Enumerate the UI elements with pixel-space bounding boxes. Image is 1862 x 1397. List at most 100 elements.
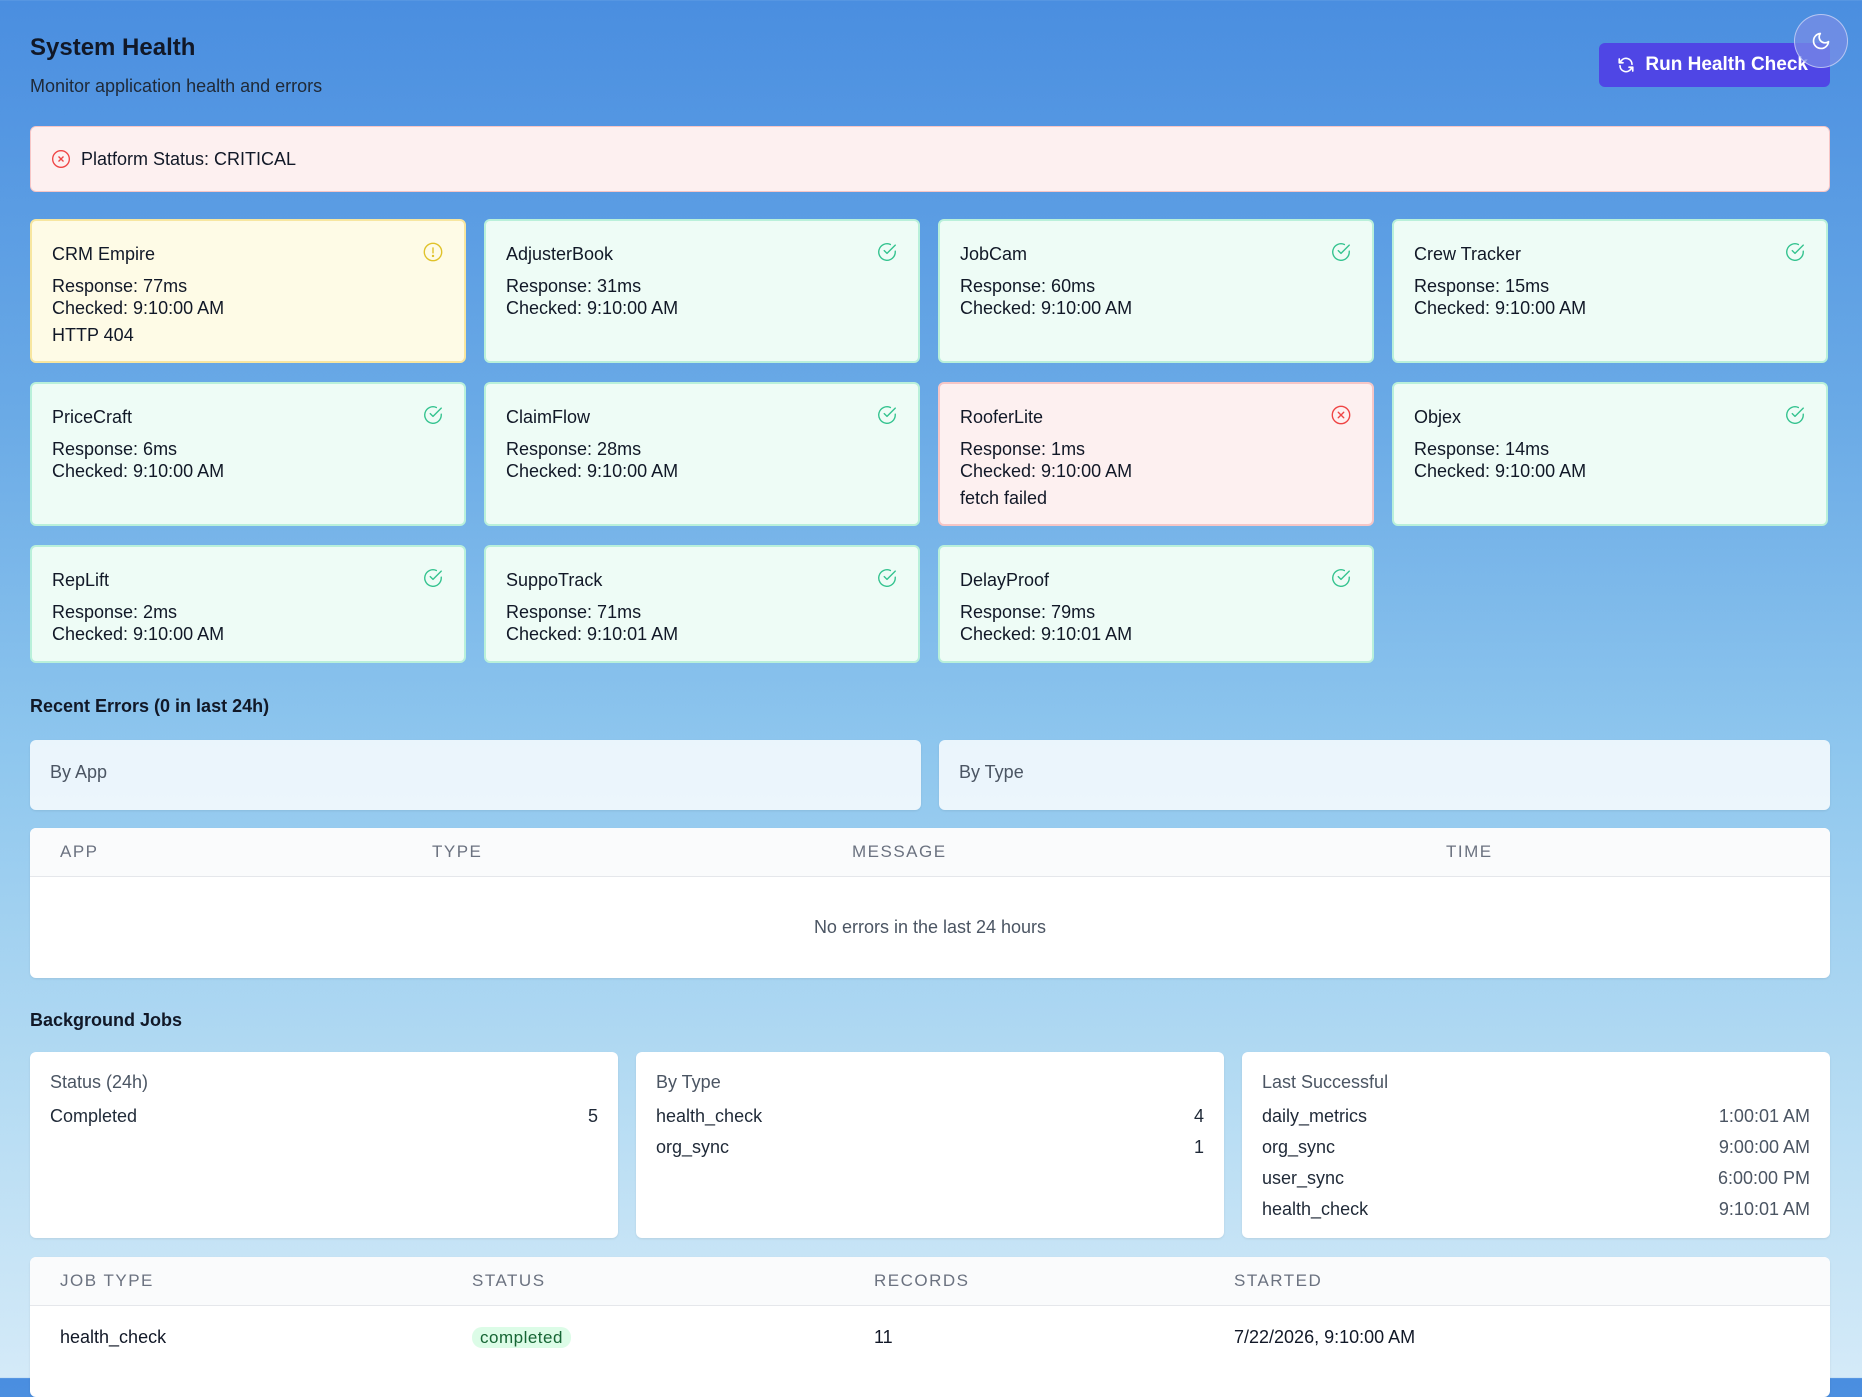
refresh-icon — [1617, 56, 1635, 74]
app-name: JobCam — [960, 244, 1028, 264]
stat-row: user_sync 6:00:00 PM — [1262, 1163, 1810, 1194]
app-status-grid: CRM Empire Response: 77ms Checked: 9:10:00… — [30, 219, 1830, 663]
app-card-jobcam[interactable]: JobCam Response: 60ms Checked: 9:10:00 AM — [938, 219, 1374, 363]
check-circle-icon — [422, 404, 444, 426]
app-name: RooferLite — [960, 407, 1044, 427]
stat-value: 5 — [587, 1106, 598, 1126]
job-started-cell: 7/22/2026, 9:10:00 AM — [1234, 1326, 1416, 1347]
app-response: Response: 15ms — [1414, 276, 1550, 296]
app-card-objex[interactable]: Objex Response: 14ms Checked: 9:10:00 AM — [1392, 382, 1828, 526]
x-circle-icon — [51, 149, 71, 169]
stat-label: health_check — [1262, 1199, 1369, 1219]
app-error: HTTP 404 — [52, 325, 134, 345]
check-circle-icon — [422, 567, 444, 589]
app-name: AdjusterBook — [506, 244, 614, 264]
platform-status-text: Platform Status: CRITICAL — [81, 148, 297, 169]
app-card-replift[interactable]: RepLift Response: 2ms Checked: 9:10:00 AM — [30, 545, 466, 663]
app-checked: Checked: 9:10:00 AM — [1414, 298, 1587, 318]
app-checked: Checked: 9:10:00 AM — [960, 461, 1133, 481]
app-card-crew-tracker[interactable]: Crew Tracker Response: 15ms Checked: 9:10:… — [1392, 219, 1828, 363]
app-checked: Checked: 9:10:00 AM — [52, 624, 225, 644]
stat-value: 9:00:00 AM — [1718, 1137, 1810, 1157]
run-health-check-label: Run Health Check — [1645, 54, 1808, 75]
stat-label: health_check — [656, 1106, 763, 1126]
table-row[interactable]: health_check completed 11 7/22/2026, 9:1… — [30, 1306, 1830, 1368]
alert-circle-icon — [422, 241, 444, 263]
app-card-pricecraft[interactable]: PriceCraft Response: 6ms Checked: 9:10:00 … — [30, 382, 466, 526]
app-name: RepLift — [52, 570, 110, 590]
app-checked: Checked: 9:10:00 AM — [506, 298, 679, 318]
app-response: Response: 28ms — [506, 439, 642, 459]
app-checked: Checked: 9:10:01 AM — [960, 624, 1133, 644]
moon-icon — [1811, 31, 1831, 51]
app-card-crm-empire[interactable]: CRM Empire Response: 77ms Checked: 9:10:00… — [30, 219, 466, 363]
check-circle-icon — [1330, 241, 1352, 263]
last-successful-panel: Last Successful daily_metrics 1:00:01 AM… — [1242, 1052, 1830, 1238]
system-health-page: System Health Monitor application health… — [30, 0, 1848, 1397]
run-health-check-button[interactable]: Run Health Check — [1599, 43, 1830, 87]
column-header-message[interactable]: MESSAGE — [852, 842, 947, 861]
stat-row: org_sync 9:00:00 AM — [1262, 1132, 1810, 1163]
errors-by-type-panel: By Type — [939, 740, 1830, 810]
app-name: Crew Tracker — [1414, 244, 1522, 264]
app-response: Response: 60ms — [960, 276, 1096, 296]
app-checked: Checked: 9:10:00 AM — [506, 461, 679, 481]
errors-table: APP TYPE MESSAGE TIME No errors in the l… — [30, 828, 1830, 978]
app-response: Response: 77ms — [52, 276, 188, 296]
app-card-adjusterbook[interactable]: AdjusterBook Response: 31ms Checked: 9:10:… — [484, 219, 920, 363]
app-card-suppotrack[interactable]: SuppoTrack Response: 71ms Checked: 9:10:01… — [484, 545, 920, 663]
app-response: Response: 79ms — [960, 602, 1096, 622]
app-response: Response: 6ms — [52, 439, 178, 459]
stat-label: daily_metrics — [1262, 1106, 1368, 1126]
column-header-status[interactable]: STATUS — [472, 1271, 546, 1290]
stat-row: daily_metrics 1:00:01 AM — [1262, 1101, 1810, 1132]
errors-table-header: APP TYPE MESSAGE TIME — [30, 828, 1830, 877]
column-header-type[interactable]: TYPE — [432, 842, 483, 861]
app-card-delayproof[interactable]: DelayProof Response: 79ms Checked: 9:10:01… — [938, 545, 1374, 663]
column-header-records[interactable]: RECORDS — [874, 1271, 970, 1290]
stat-label: org_sync — [656, 1137, 730, 1157]
check-circle-icon — [876, 404, 898, 426]
job-records-cell: 11 — [874, 1326, 893, 1347]
jobs-by-type-title: By Type — [656, 1072, 721, 1092]
app-checked: Checked: 9:10:01 AM — [506, 624, 679, 644]
stat-value: 1 — [1193, 1137, 1204, 1157]
job-type-cell: health_check — [60, 1326, 167, 1347]
stat-value: 9:10:01 AM — [1718, 1199, 1810, 1219]
errors-by-type-label: By Type — [959, 762, 1024, 782]
jobs-table: JOB TYPE STATUS RECORDS STARTED health_c… — [30, 1257, 1830, 1397]
stat-value: 4 — [1193, 1106, 1204, 1126]
app-name: SuppoTrack — [506, 570, 603, 590]
platform-status-banner: Platform Status: CRITICAL — [30, 126, 1830, 192]
stat-value: 1:00:01 AM — [1718, 1106, 1810, 1126]
errors-by-app-panel: By App — [30, 740, 921, 810]
stat-value: 6:00:00 PM — [1717, 1168, 1810, 1188]
app-response: Response: 14ms — [1414, 439, 1550, 459]
column-header-time[interactable]: TIME — [1446, 842, 1493, 861]
background-jobs-title: Background Jobs — [30, 1010, 183, 1030]
theme-toggle-button[interactable] — [1794, 14, 1848, 68]
check-circle-icon — [1784, 404, 1806, 426]
x-circle-icon — [1330, 404, 1352, 426]
recent-errors-title: Recent Errors (0 in last 24h) — [30, 696, 270, 716]
check-circle-icon — [1784, 241, 1806, 263]
jobs-by-type-panel: By Type health_check 4 org_sync 1 — [636, 1052, 1224, 1238]
stat-label: org_sync — [1262, 1137, 1336, 1157]
app-checked: Checked: 9:10:00 AM — [52, 461, 225, 481]
app-card-claimflow[interactable]: ClaimFlow Response: 28ms Checked: 9:10:00 … — [484, 382, 920, 526]
stat-row: health_check 9:10:01 AM — [1262, 1194, 1810, 1225]
job-status-cell: completed — [472, 1326, 874, 1348]
column-header-job-type[interactable]: JOB TYPE — [60, 1271, 154, 1290]
app-checked: Checked: 9:10:00 AM — [1414, 461, 1587, 481]
app-checked: Checked: 9:10:00 AM — [960, 298, 1133, 318]
app-response: Response: 71ms — [506, 602, 642, 622]
check-circle-icon — [876, 567, 898, 589]
errors-by-app-label: By App — [50, 762, 108, 782]
app-card-rooferlite[interactable]: RooferLite Response: 1ms Checked: 9:10:00 … — [938, 382, 1374, 526]
page-header: System Health Monitor application health… — [30, 0, 1848, 122]
column-header-started[interactable]: STARTED — [1234, 1271, 1323, 1290]
app-name: PriceCraft — [52, 407, 133, 427]
column-header-app[interactable]: APP — [60, 842, 99, 861]
check-circle-icon — [1330, 567, 1352, 589]
app-name: CRM Empire — [52, 244, 156, 264]
